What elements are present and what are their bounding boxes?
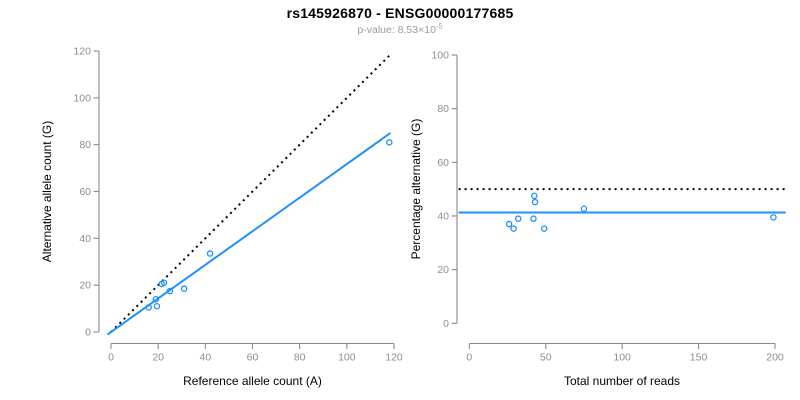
y-tick-label: 0 <box>443 318 449 330</box>
scatter-point <box>530 215 537 222</box>
allele-count-scatter-panel: 0 20 40 60 80 100 120 0 20 40 60 80 100 120 Reference … <box>40 46 403 389</box>
x-axis-title: Total number of reads <box>564 374 680 388</box>
scatter-point <box>386 139 393 146</box>
scatter-point <box>206 250 214 257</box>
y-axis-title: Percentage alternative (G) <box>409 119 423 260</box>
x-tick-label: 60 <box>247 352 259 364</box>
plot-title: rs145926870 - ENSG00000177685 <box>286 5 514 21</box>
scatter-point <box>770 214 777 221</box>
fit-line <box>106 132 392 336</box>
scatter-point <box>531 192 538 200</box>
figure-header: rs145926870 - ENSG00000177685 p-value: 8… <box>0 0 800 36</box>
x-tick-label: 20 <box>152 352 164 364</box>
y-tick-label: 80 <box>437 103 449 115</box>
y-tick-label: 40 <box>79 233 91 245</box>
plot-subtitle: p-value: 8.53×10-5 <box>0 21 800 36</box>
y-tick-label: 40 <box>437 210 449 222</box>
scatter-point <box>540 225 548 232</box>
scatter-point <box>166 287 174 295</box>
y-tick-label: 20 <box>437 264 449 276</box>
y-tick-label: 120 <box>73 46 91 58</box>
x-tick-label: 50 <box>540 352 552 364</box>
y-tick-label: 100 <box>73 92 91 104</box>
x-tick-label: 100 <box>613 352 631 364</box>
x-tick-label: 40 <box>199 352 211 364</box>
percentage-vs-reads-scatter-panel: 0 50 100 150 200 0 20 40 60 80 100 Total number of … <box>409 50 786 388</box>
pvalue-text: p-value: 8.53×10 <box>357 24 436 36</box>
scatter-point <box>531 198 539 206</box>
identity-line <box>110 53 392 333</box>
scatter-point <box>505 220 513 228</box>
scatter-point <box>580 205 588 212</box>
y-tick-label: 100 <box>431 50 449 62</box>
x-tick-label: 200 <box>766 352 784 364</box>
scatter-point <box>510 225 517 232</box>
scatter-point <box>180 285 188 292</box>
scatter-point <box>145 304 152 311</box>
y-axis-title: Alternative allele count (G) <box>40 121 54 262</box>
y-tick-label: 60 <box>437 157 449 169</box>
x-tick-label: 150 <box>690 352 708 364</box>
x-tick-label: 80 <box>294 352 306 364</box>
y-tick-label: 0 <box>85 327 91 339</box>
x-axis-title: Reference allele count (A) <box>183 374 322 388</box>
x-tick-label: 0 <box>466 352 472 364</box>
pvalue-exponent: -5 <box>435 21 443 31</box>
x-tick-label: 0 <box>108 352 114 364</box>
x-tick-label: 120 <box>385 352 403 364</box>
scatter-point <box>153 302 161 310</box>
scatter-point <box>514 215 522 222</box>
y-tick-label: 80 <box>79 139 91 151</box>
x-tick-label: 100 <box>338 352 356 364</box>
y-tick-label: 20 <box>79 280 91 292</box>
scatter-point <box>160 279 168 287</box>
y-tick-label: 60 <box>79 186 91 198</box>
scatter-point <box>152 295 160 303</box>
